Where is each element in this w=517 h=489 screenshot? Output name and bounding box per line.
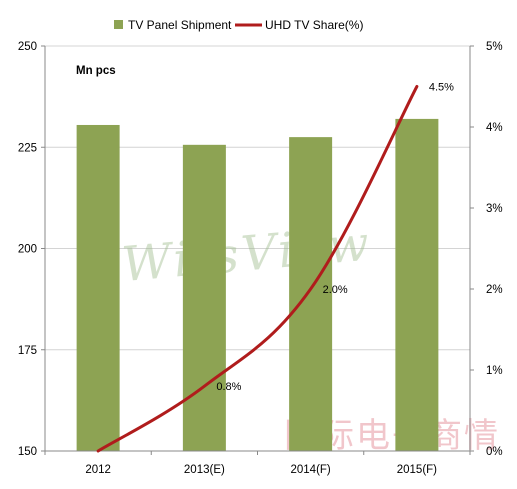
right-tick-label: 5% [486,41,503,53]
left-tick-label: 225 [18,142,37,154]
legend-label-line: UHD TV Share(%) [265,18,363,32]
bar [289,137,333,451]
bar-series [76,118,439,452]
left-tick-label: 250 [18,41,37,53]
left-tick-label: 200 [18,244,37,256]
legend-label-bar: TV Panel Shipment [128,18,232,32]
legend: TV Panel Shipment UHD TV Share(%) [114,18,363,32]
data-label: 4.5% [429,82,454,94]
bar [182,144,226,451]
data-labels: 0.8% 2.0% 4.5% [216,82,454,394]
watermark-witsview: WitsView [120,215,374,293]
left-tick-label: 175 [18,345,37,357]
right-tick-label: 0% [486,446,503,458]
axes: 150 175 200 225 250 0% 1% 2% 3% 4% 5% 2012 2013(E) 20… [18,41,503,476]
right-tick-label: 3% [486,203,503,215]
right-tick-label: 2% [486,284,503,296]
x-tick-label: 2012 [85,464,111,476]
right-tick-label: 4% [486,122,503,134]
unit-label: Mn pcs [76,65,116,77]
left-tick-label: 150 [18,446,37,458]
x-tick-label: 2015(F) [397,464,437,476]
bar [395,118,439,452]
bar [76,124,120,451]
uhd-share-line [96,85,419,453]
legend-swatch-bar [114,20,123,29]
data-label: 0.8% [216,381,241,393]
x-tick-label: 2013(E) [184,464,225,476]
right-tick-label: 1% [486,365,503,377]
line-series [96,85,419,453]
data-label: 2.0% [323,284,348,296]
x-tick-label: 2014(F) [290,464,330,476]
